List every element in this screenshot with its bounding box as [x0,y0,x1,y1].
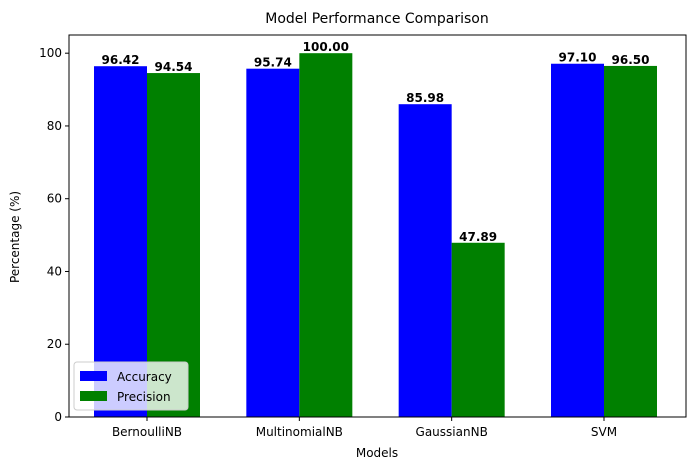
chart-title: Model Performance Comparison [265,11,488,27]
bar-precision-svm [604,65,657,417]
plot-area: 96.42 95.74 85.98 97.10 94.54 100.00 47.89 96.5… [39,34,687,439]
bar-accuracy-bernoullinb [94,66,147,418]
data-label-precision-multinomialnb: 100.00 [303,40,349,54]
y-tick-label: 80 [47,119,62,133]
legend-label-accuracy: Accuracy [117,370,172,384]
y-tick-label: 40 [47,264,62,278]
x-axis-label: Models [356,446,398,460]
bar-accuracy-multinomialnb [246,68,300,418]
data-label-precision-gaussiannb: 47.89 [459,230,497,244]
x-tick-label-svm: SVM [591,425,617,439]
y-tick-label: 20 [47,337,62,351]
legend-swatch-accuracy [80,371,107,381]
plot-frame [68,34,687,418]
bar-accuracy-gaussiannb [398,104,452,418]
y-tick-label: 100 [39,46,62,60]
legend-label-precision: Precision [117,390,171,404]
legend-swatch-precision [80,391,107,401]
data-label-accuracy-multinomialnb: 95.74 [254,56,292,70]
y-tick-label: 60 [47,192,62,206]
x-tick-label-multinomialnb: MultinomialNB [256,425,343,439]
data-label-accuracy-bernoullinb: 96.42 [102,53,140,67]
y-tick-label: 0 [54,410,62,424]
x-tick-label-bernoullinb: BernoulliNB [112,425,182,439]
data-label-accuracy-svm: 97.10 [559,51,597,65]
data-label-accuracy-gaussiannb: 85.98 [406,91,444,105]
bar-precision-bernoullinb [147,73,200,417]
bar-precision-gaussiannb [451,242,505,417]
bar-accuracy-svm [551,63,604,417]
y-axis-label: Percentage (%) [8,191,22,283]
bar-precision-multinomialnb [299,53,353,417]
data-label-precision-svm: 96.50 [612,53,650,67]
x-tick-label-gaussiannb: GaussianNB [416,425,488,439]
legend: Accuracy Precision [73,361,189,411]
data-label-precision-bernoullinb: 94.54 [155,60,193,74]
